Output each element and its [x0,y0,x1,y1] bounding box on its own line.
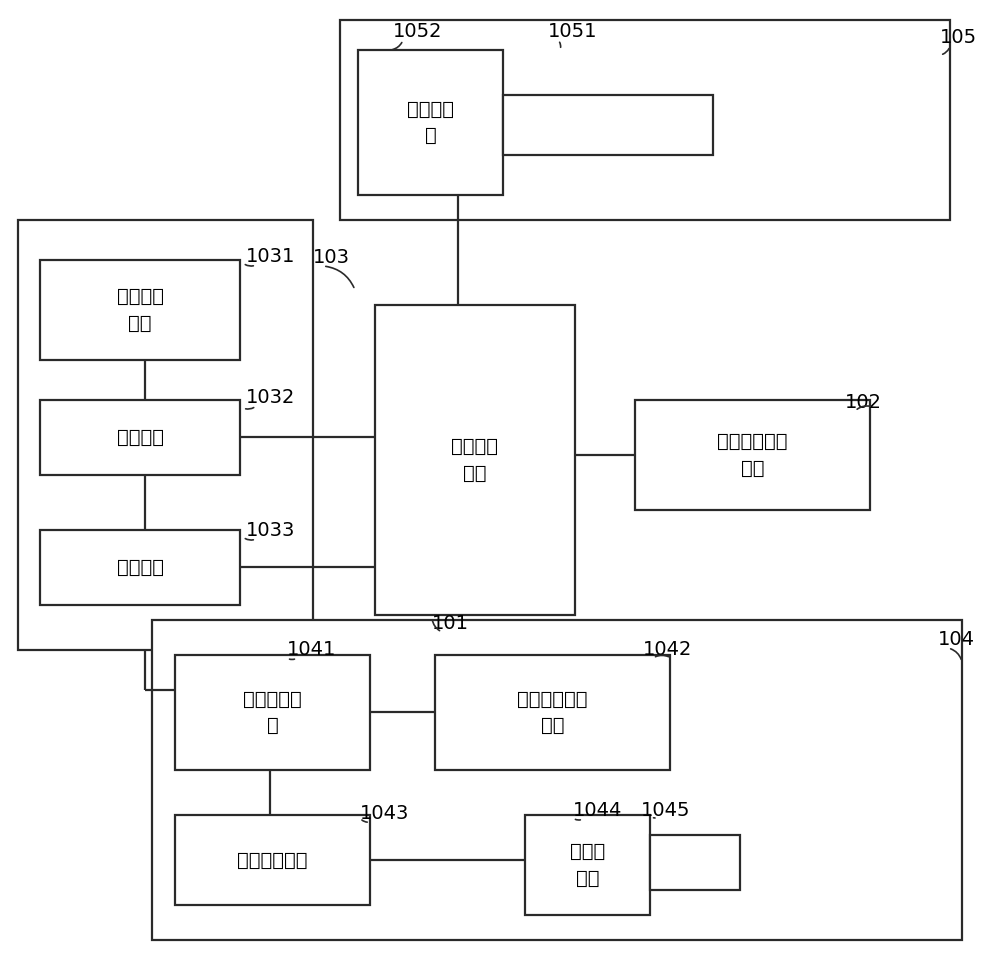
Text: 1045: 1045 [641,801,690,820]
Bar [358,50,503,195]
Bar [40,400,240,475]
Text: 第一控制
装置: 第一控制 装置 [452,437,498,482]
Text: 1051: 1051 [548,22,598,41]
Bar [503,95,713,155]
Text: 1033: 1033 [246,521,295,540]
Bar [40,530,240,605]
Text: 第二无线通信
模块: 第二无线通信 模块 [517,690,588,736]
Text: 1044: 1044 [573,801,622,820]
Text: 太阳能充
电板: 太阳能充 电板 [116,288,164,333]
Text: 1041: 1041 [287,640,336,659]
Bar [175,815,370,905]
Text: 1043: 1043 [360,804,409,823]
Text: 保护电路: 保护电路 [116,428,164,447]
Bar [375,305,575,615]
Text: 第一无线通信
模块: 第一无线通信 模块 [717,433,788,478]
Text: 1031: 1031 [246,247,295,266]
Bar [650,835,740,890]
Text: 第二控制装
置: 第二控制装 置 [243,690,302,736]
Text: 101: 101 [432,614,469,633]
Bar [175,655,370,770]
Text: 储能装置: 储能装置 [116,558,164,577]
Text: 第二电
磁阀: 第二电 磁阀 [570,842,605,888]
Bar [435,655,670,770]
Text: 1042: 1042 [643,640,692,659]
Text: 肥料调配模块: 肥料调配模块 [237,851,308,870]
Bar [340,20,950,220]
Text: 104: 104 [938,630,975,649]
Bar [18,220,313,650]
Text: 102: 102 [845,393,882,412]
Text: 1052: 1052 [393,22,442,41]
Bar [525,815,650,915]
Text: 第一电磁
阀: 第一电磁 阀 [407,100,454,145]
Bar [152,620,962,940]
Text: 103: 103 [313,248,350,267]
Text: 105: 105 [940,28,977,47]
Bar [635,400,870,510]
Bar [40,260,240,360]
Text: 1032: 1032 [246,388,295,407]
